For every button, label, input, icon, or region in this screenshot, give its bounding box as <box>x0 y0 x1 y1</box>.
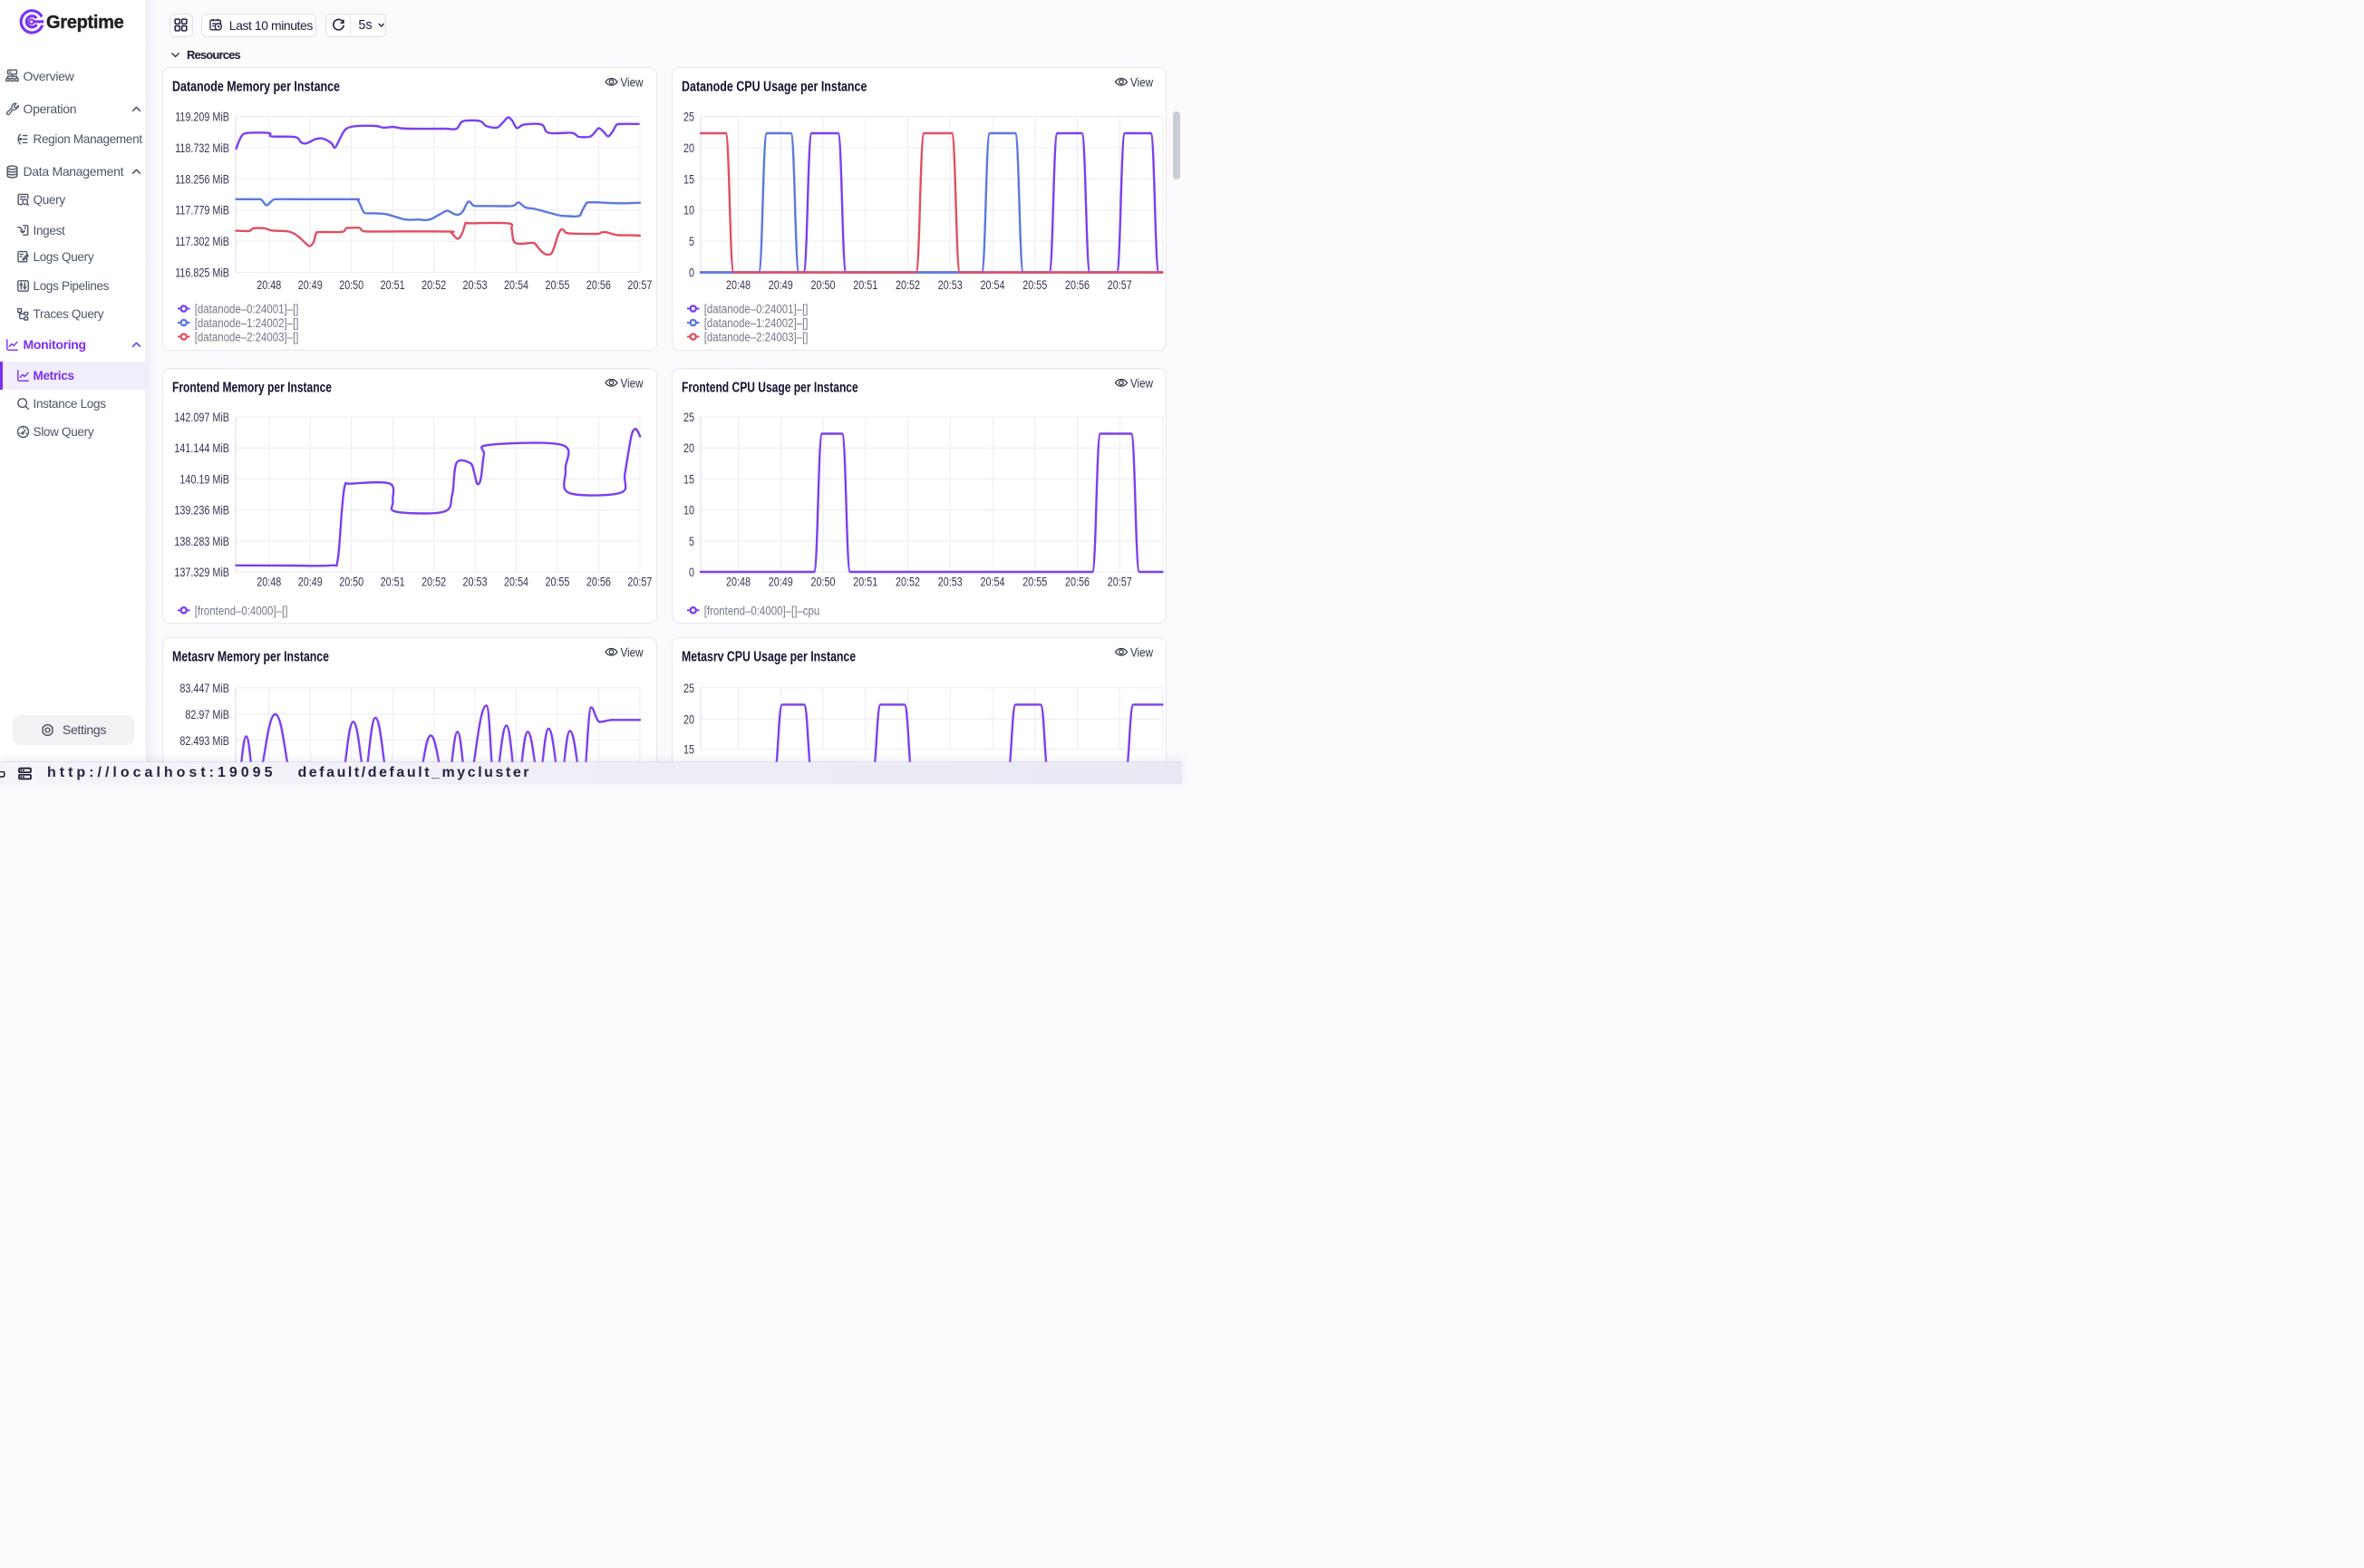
svg-text:20:49: 20:49 <box>769 576 793 589</box>
svg-text:20:52: 20:52 <box>421 576 446 589</box>
svg-text:20:50: 20:50 <box>339 278 363 292</box>
svg-text:10: 10 <box>683 504 694 518</box>
svg-text:View: View <box>621 644 644 659</box>
svg-text:0: 0 <box>689 266 694 280</box>
svg-text:20:55: 20:55 <box>1022 278 1047 292</box>
svg-text:20:56: 20:56 <box>1065 278 1090 292</box>
svg-text:25: 25 <box>683 411 694 424</box>
svg-text:20:56: 20:56 <box>586 278 611 292</box>
svg-text:20:48: 20:48 <box>726 278 751 292</box>
svg-text:20: 20 <box>683 441 694 455</box>
svg-text:[datanode–2:24003]–[]: [datanode–2:24003]–[] <box>195 331 299 344</box>
svg-text:20:48: 20:48 <box>257 576 281 589</box>
svg-text:20:57: 20:57 <box>1108 278 1132 292</box>
svg-text:20:54: 20:54 <box>981 278 1005 292</box>
svg-text:[datanode–1:24002]–[]: [datanode–1:24002]–[] <box>704 316 809 330</box>
svg-text:5: 5 <box>689 535 694 548</box>
svg-text:117.779 MiB: 117.779 MiB <box>175 204 229 218</box>
svg-text:141.144 MiB: 141.144 MiB <box>174 441 229 455</box>
svg-text:20:57: 20:57 <box>627 278 652 292</box>
svg-text:20:57: 20:57 <box>627 576 652 589</box>
svg-text:[frontend–0:4000]–[]: [frontend–0:4000]–[] <box>195 604 288 617</box>
svg-text:20:52: 20:52 <box>421 278 446 292</box>
svg-text:15: 15 <box>683 743 694 757</box>
svg-text:20:51: 20:51 <box>381 576 405 589</box>
svg-text:20: 20 <box>683 141 694 155</box>
svg-text:137.329 MiB: 137.329 MiB <box>174 566 229 579</box>
svg-text:Datanode CPU Usage per Instanc: Datanode CPU Usage per Instance <box>682 80 867 95</box>
svg-text:View: View <box>621 74 644 89</box>
svg-text:15: 15 <box>683 472 694 486</box>
svg-text:View: View <box>1130 375 1154 390</box>
svg-text:25: 25 <box>683 111 694 124</box>
svg-text:20:55: 20:55 <box>545 576 569 589</box>
svg-text:20:54: 20:54 <box>981 576 1005 589</box>
svg-text:View: View <box>1130 644 1154 659</box>
svg-text:20:52: 20:52 <box>896 576 920 589</box>
svg-text:20:53: 20:53 <box>463 278 488 292</box>
svg-text:83.447 MiB: 83.447 MiB <box>179 682 229 695</box>
svg-text:View: View <box>621 375 644 390</box>
svg-text:[datanode–1:24002]–[]: [datanode–1:24002]–[] <box>195 316 299 330</box>
svg-text:20:50: 20:50 <box>811 278 836 292</box>
svg-text:20:49: 20:49 <box>769 278 793 292</box>
svg-text:20:50: 20:50 <box>339 576 363 589</box>
svg-text:Frontend CPU Usage per Instanc: Frontend CPU Usage per Instance <box>682 381 858 396</box>
svg-text:10: 10 <box>683 204 694 218</box>
svg-text:20:53: 20:53 <box>463 576 488 589</box>
svg-text:20:49: 20:49 <box>298 576 323 589</box>
svg-text:20:48: 20:48 <box>257 278 281 292</box>
svg-text:20:53: 20:53 <box>938 576 963 589</box>
svg-text:82.493 MiB: 82.493 MiB <box>179 734 229 748</box>
svg-text:[datanode–2:24003]–[]: [datanode–2:24003]–[] <box>704 331 809 344</box>
svg-text:20:56: 20:56 <box>586 576 611 589</box>
svg-text:5: 5 <box>689 235 694 248</box>
svg-text:20:51: 20:51 <box>853 278 877 292</box>
svg-text:20:49: 20:49 <box>298 278 323 292</box>
svg-text:20:51: 20:51 <box>853 576 877 589</box>
svg-text:15: 15 <box>683 172 694 186</box>
svg-text:20:54: 20:54 <box>504 278 528 292</box>
svg-text:138.283 MiB: 138.283 MiB <box>174 535 229 548</box>
svg-text:Metasrv CPU Usage per Instance: Metasrv CPU Usage per Instance <box>682 650 856 665</box>
svg-text:116.825 MiB: 116.825 MiB <box>175 266 229 280</box>
svg-text:20:50: 20:50 <box>811 576 836 589</box>
svg-text:117.302 MiB: 117.302 MiB <box>175 235 229 248</box>
svg-text:20:51: 20:51 <box>381 278 405 292</box>
svg-text:Metasrv Memory per Instance: Metasrv Memory per Instance <box>172 650 329 665</box>
svg-text:Frontend Memory per Instance: Frontend Memory per Instance <box>172 381 332 396</box>
svg-text:Datanode Memory per Instance: Datanode Memory per Instance <box>172 80 340 95</box>
svg-text:25: 25 <box>683 682 694 695</box>
svg-text:20:55: 20:55 <box>1022 576 1047 589</box>
svg-text:20:55: 20:55 <box>545 278 569 292</box>
svg-text:119.209 MiB: 119.209 MiB <box>175 111 229 124</box>
svg-text:View: View <box>1130 74 1154 89</box>
svg-text:20: 20 <box>683 712 694 726</box>
svg-text:[datanode–0:24001]–[]: [datanode–0:24001]–[] <box>704 303 809 316</box>
svg-text:20:56: 20:56 <box>1065 576 1090 589</box>
svg-text:[frontend–0:4000]–[]–cpu: [frontend–0:4000]–[]–cpu <box>704 604 820 617</box>
svg-text:140.19 MiB: 140.19 MiB <box>179 472 229 486</box>
svg-text:[datanode–0:24001]–[]: [datanode–0:24001]–[] <box>195 303 299 316</box>
svg-text:118.732 MiB: 118.732 MiB <box>175 141 229 155</box>
svg-text:82.97 MiB: 82.97 MiB <box>185 708 229 721</box>
svg-text:139.236 MiB: 139.236 MiB <box>174 504 229 518</box>
svg-text:20:48: 20:48 <box>726 576 751 589</box>
svg-text:20:57: 20:57 <box>1108 576 1132 589</box>
svg-text:20:53: 20:53 <box>938 278 963 292</box>
svg-text:0: 0 <box>689 566 694 579</box>
svg-text:142.097 MiB: 142.097 MiB <box>174 411 229 424</box>
svg-text:118.256 MiB: 118.256 MiB <box>175 172 229 186</box>
svg-text:20:52: 20:52 <box>896 278 920 292</box>
svg-text:20:54: 20:54 <box>504 576 528 589</box>
